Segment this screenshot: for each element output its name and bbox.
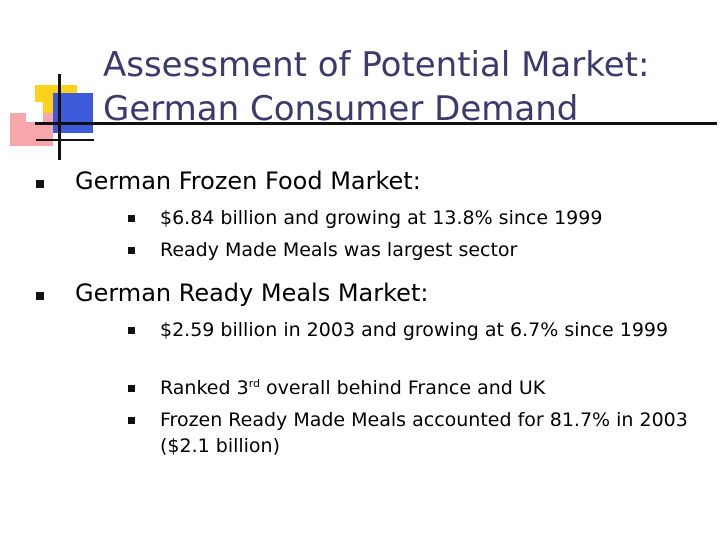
list-item: $2.59 billion in 2003 and growing at 6.7… <box>160 319 669 341</box>
bullet-icon <box>36 180 44 188</box>
list-item: $6.84 billion and growing at 13.8% since… <box>160 207 603 229</box>
ordinal-superscript: rd <box>248 377 260 390</box>
bullet-icon <box>128 385 135 392</box>
white-square-decoration <box>26 102 43 122</box>
section-heading-ready-meals: German Ready Meals Market: <box>75 279 429 307</box>
short-line-decoration <box>36 139 94 141</box>
bullet-icon <box>36 292 44 300</box>
slide-title: Assessment of Potential Market: German C… <box>103 43 703 131</box>
bullet-icon <box>128 215 135 222</box>
list-item: Ranked 3rd overall behind France and UK <box>160 375 700 401</box>
list-item: Frozen Ready Made Meals accounted for 81… <box>160 409 688 457</box>
ranked-text: Ranked 3 <box>160 377 249 399</box>
title-line-2: German Consumer Demand <box>103 89 579 129</box>
bullet-icon <box>128 327 135 334</box>
title-line-1: Assessment of Potential Market: <box>103 45 650 85</box>
bullet-icon <box>128 247 135 254</box>
bullet-icon <box>128 417 135 424</box>
vertical-line-decoration <box>58 74 61 160</box>
list-item: Ready Made Meals was largest sector <box>160 239 518 261</box>
ranked-text-suffix: overall behind France and UK <box>260 377 546 399</box>
section-heading-frozen-food: German Frozen Food Market: <box>75 167 421 195</box>
title-underline <box>35 122 717 125</box>
